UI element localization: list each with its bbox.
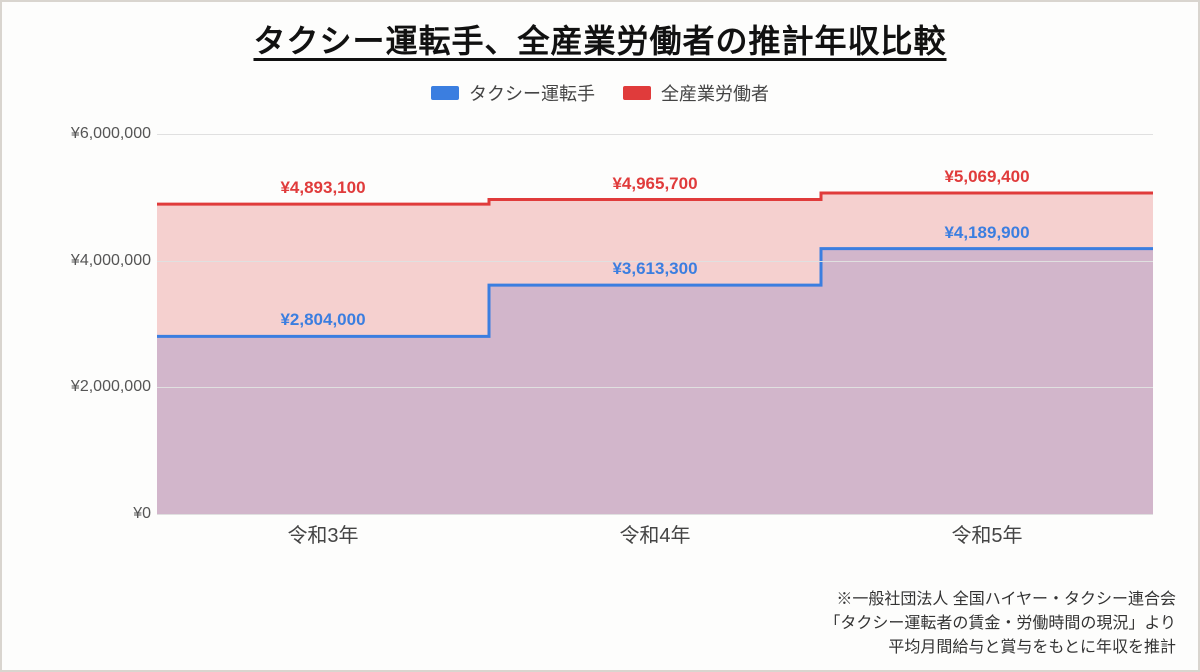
y-tick-label: ¥2,000,000 bbox=[57, 378, 151, 396]
value-label: ¥3,613,300 bbox=[612, 259, 697, 279]
x-tick-label: 令和4年 bbox=[619, 519, 690, 548]
chart-frame: タクシー運転手、全産業労働者の推計年収比較 タクシー運転手 全産業労働者 ¥0 ¥… bbox=[0, 0, 1200, 672]
legend-item-taxi: タクシー運転手 bbox=[431, 80, 595, 106]
value-label: ¥4,965,700 bbox=[612, 174, 697, 194]
value-label: ¥4,189,900 bbox=[944, 223, 1029, 243]
value-label: ¥2,804,000 bbox=[280, 310, 365, 330]
plot-area: ¥0¥2,000,000¥4,000,000¥6,000,000令和3年令和4年… bbox=[157, 134, 1153, 514]
legend: タクシー運転手 全産業労働者 bbox=[2, 80, 1198, 106]
y-tick-label: ¥0 bbox=[57, 505, 151, 523]
y-tick-label: ¥6,000,000 bbox=[57, 125, 151, 143]
value-label: ¥4,893,100 bbox=[280, 178, 365, 198]
legend-swatch-taxi bbox=[431, 86, 459, 100]
footnote-line2: 「タクシー運転者の賃金・労働時間の現況」より bbox=[824, 612, 1176, 636]
chart-area: ¥0 ¥2,000,000 ¥4,000,000 ¥6,000,000 令和3年 令和4年… bbox=[57, 126, 1163, 556]
legend-swatch-all bbox=[623, 86, 651, 100]
gridline bbox=[157, 514, 1153, 515]
footnote: ※一般社団法人 全国ハイヤー・タクシー連合会 「タクシー運転者の賃金・労働時間の… bbox=[824, 588, 1176, 660]
legend-label-taxi: タクシー運転手 bbox=[469, 80, 595, 106]
gridline bbox=[157, 387, 1153, 388]
chart-title: タクシー運転手、全産業労働者の推計年収比較 bbox=[2, 16, 1198, 62]
footnote-line1: ※一般社団法人 全国ハイヤー・タクシー連合会 bbox=[824, 588, 1176, 612]
value-label: ¥5,069,400 bbox=[944, 167, 1029, 187]
legend-label-all: 全産業労働者 bbox=[661, 80, 769, 106]
y-tick-label: ¥4,000,000 bbox=[57, 252, 151, 270]
gridline bbox=[157, 134, 1153, 135]
x-tick-label: 令和3年 bbox=[287, 519, 358, 548]
footnote-line3: 平均月間給与と賞与をもとに年収を推計 bbox=[824, 636, 1176, 660]
x-tick-label: 令和5年 bbox=[951, 519, 1022, 548]
legend-item-all: 全産業労働者 bbox=[623, 80, 769, 106]
